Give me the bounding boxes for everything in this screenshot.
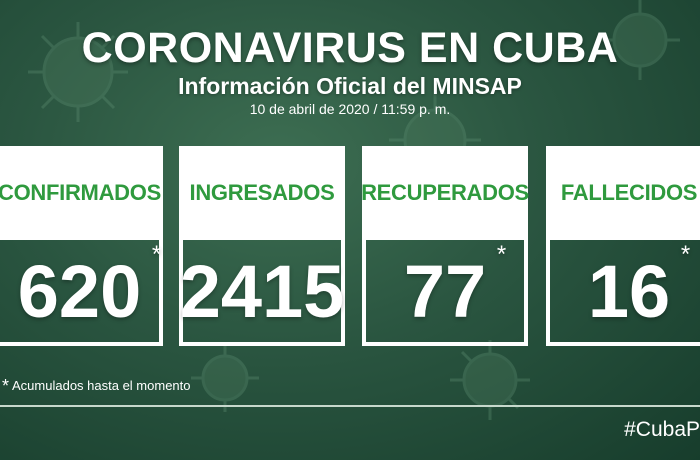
footnote: * Acumulados hasta el momento [2, 376, 191, 397]
page-subtitle: Información Oficial del MINSAP [178, 73, 522, 99]
report-date: 10 de abril de 2020 / 11:59 p. m. [249, 101, 451, 117]
asterisk-mark: * [680, 240, 691, 268]
stat-card-ingresados: INGRESADOS 2415 [179, 146, 345, 346]
stat-label: FALLECIDOS [546, 146, 700, 240]
stat-card-recuperados: RECUPERADOS 77 * [361, 146, 529, 346]
footnote-text: Acumulados hasta el momento [12, 378, 191, 393]
page-title: CORONAVIRUS EN CUBA [81, 24, 619, 72]
hashtag: #CubaP [624, 418, 700, 441]
virus-icon [191, 344, 259, 412]
virus-icon [450, 340, 530, 420]
stat-value: 77 * [403, 240, 507, 333]
asterisk-mark: * [2, 376, 10, 396]
stat-value: 16 * [587, 240, 691, 333]
stat-card-confirmados: CONFIRMADOS 620 * [0, 146, 163, 346]
stat-label: INGRESADOS [179, 146, 345, 240]
stat-label: RECUPERADOS [361, 146, 529, 240]
stat-value: 620 * [17, 240, 162, 333]
stat-label: CONFIRMADOS [0, 146, 163, 240]
asterisk-mark: * [496, 240, 507, 268]
stat-value: 2415 [179, 249, 345, 333]
stat-card-fallecidos: FALLECIDOS 16 * [546, 146, 700, 346]
divider [0, 405, 700, 407]
asterisk-mark: * [151, 240, 162, 268]
